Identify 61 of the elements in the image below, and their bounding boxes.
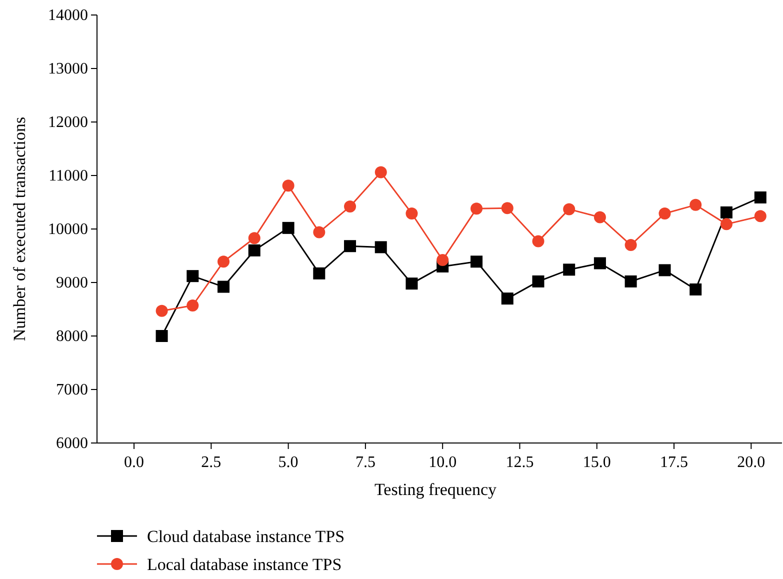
point bbox=[406, 207, 418, 220]
y-tick-label: 8000 bbox=[56, 328, 88, 345]
point bbox=[186, 300, 199, 312]
legend-label: Cloud database instance TPS bbox=[147, 527, 345, 546]
y-axis-title: Number of executed transactions bbox=[10, 116, 29, 342]
point bbox=[156, 304, 168, 317]
point bbox=[470, 202, 483, 215]
y-tick-label: 7000 bbox=[56, 382, 88, 398]
y-tick-label: 12000 bbox=[48, 114, 88, 131]
point bbox=[436, 254, 449, 266]
point bbox=[282, 222, 294, 234]
point bbox=[470, 256, 483, 268]
point bbox=[594, 211, 606, 224]
y-tick-label: 11000 bbox=[48, 168, 88, 184]
x-tick-label: 17.5 bbox=[660, 454, 688, 471]
point bbox=[218, 256, 230, 268]
y-tick-label: 14000 bbox=[48, 7, 88, 24]
point bbox=[658, 207, 671, 220]
point bbox=[313, 226, 326, 238]
point bbox=[374, 241, 387, 254]
point bbox=[594, 257, 606, 270]
x-tick-label: 2.5 bbox=[201, 454, 222, 471]
point bbox=[344, 240, 356, 252]
point bbox=[624, 239, 637, 252]
point bbox=[690, 283, 702, 296]
point bbox=[218, 280, 230, 293]
x-tick-label: 0.0 bbox=[124, 454, 144, 471]
point bbox=[186, 270, 199, 282]
x-tick-label: 5.0 bbox=[278, 454, 298, 471]
point bbox=[248, 232, 260, 244]
point bbox=[720, 206, 732, 218]
point bbox=[563, 264, 576, 276]
point bbox=[344, 200, 356, 213]
legend-label: Local database instance TPS bbox=[147, 555, 342, 574]
y-tick-label: 10000 bbox=[48, 221, 88, 238]
x-tick-label: 7.5 bbox=[355, 454, 376, 471]
point bbox=[501, 202, 514, 214]
point bbox=[690, 198, 702, 211]
point bbox=[754, 191, 766, 204]
point bbox=[282, 180, 294, 192]
point bbox=[658, 264, 671, 276]
point bbox=[532, 275, 544, 288]
point bbox=[406, 278, 418, 290]
point bbox=[720, 218, 732, 230]
point bbox=[248, 244, 260, 256]
y-tick-label: 9000 bbox=[56, 274, 88, 292]
x-axis-title: Testing frequency bbox=[374, 480, 498, 499]
point bbox=[532, 235, 544, 248]
x-tick-label: 20.0 bbox=[737, 454, 766, 471]
point bbox=[754, 210, 766, 222]
y-tick-label: 13000 bbox=[48, 60, 88, 78]
x-tick-label: 15.0 bbox=[582, 454, 611, 471]
point bbox=[313, 267, 326, 280]
point bbox=[156, 330, 168, 342]
x-tick-label: 12.5 bbox=[506, 454, 534, 471]
point bbox=[624, 275, 637, 288]
x-tick-label: 10.0 bbox=[428, 454, 457, 471]
point bbox=[563, 203, 576, 216]
y-tick-label: 6000 bbox=[56, 435, 88, 452]
point bbox=[501, 292, 514, 305]
point bbox=[374, 166, 387, 178]
